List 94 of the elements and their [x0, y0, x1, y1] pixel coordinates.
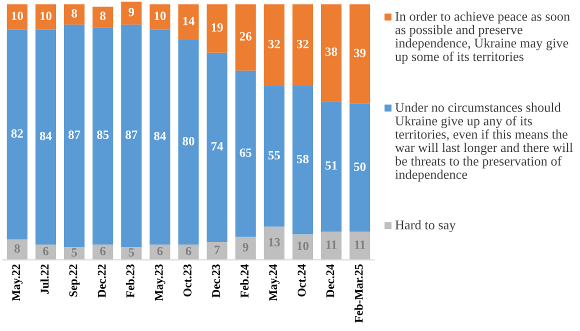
x-tick-label: Oct.23 [184, 264, 192, 297]
data-label: 9 [242, 243, 248, 252]
bar [320, 101, 342, 232]
legend-label: In order to achieve peace as soon as possible and preserve independence, Ukraine may give up some of its territories [395, 12, 570, 64]
x-tick-label: Jul.22 [40, 264, 49, 294]
x-tick-label: May.22 [12, 264, 23, 301]
bar [150, 30, 170, 244]
bar [6, 239, 28, 260]
data-label: 10 [297, 242, 308, 250]
bar [92, 6, 114, 28]
data-label: 13 [268, 238, 280, 246]
x-tick-label: Dec.22 [98, 264, 106, 298]
x-tick-label: May.24 [269, 264, 280, 301]
bar [350, 104, 370, 232]
data-label: 5 [128, 248, 134, 257]
bar [320, 232, 342, 260]
bar [121, 2, 142, 25]
data-label: 14 [183, 16, 195, 26]
data-label: 6 [186, 246, 192, 256]
bar [264, 86, 284, 227]
data-label: 6 [43, 246, 48, 256]
x-tick-label: Dec.23 [212, 264, 220, 298]
bar [6, 30, 28, 240]
data-label: 85 [97, 130, 109, 139]
bar [35, 30, 56, 244]
bar [235, 236, 256, 260]
data-label: 32 [268, 40, 280, 48]
data-label: 38 [325, 47, 338, 56]
data-label: 9 [128, 8, 134, 16]
x-tick-label: Feb.24 [240, 264, 249, 298]
x-tick-label: Sep.22 [69, 264, 80, 296]
bar [64, 24, 85, 248]
data-label: 87 [126, 130, 138, 139]
data-label: 6 [157, 246, 163, 256]
bar [178, 40, 199, 244]
data-label: 65 [240, 148, 252, 157]
data-label: 8 [72, 9, 77, 18]
data-label: 50 [354, 162, 366, 171]
data-label: 51 [326, 161, 337, 170]
data-label: 5 [72, 248, 77, 257]
data-label: 58 [296, 154, 309, 164]
bar [235, 70, 256, 237]
data-label: 80 [182, 136, 194, 146]
data-label: 10 [154, 12, 166, 20]
bar [64, 4, 85, 25]
bar [178, 244, 199, 260]
data-label: 10 [40, 12, 52, 20]
data-label: 26 [240, 32, 252, 41]
bar [264, 226, 284, 260]
bar [35, 244, 56, 260]
data-label: 82 [11, 129, 23, 138]
bar [35, 4, 56, 30]
bar [292, 4, 313, 86]
data-label: 84 [40, 132, 52, 140]
data-label: 8 [14, 244, 20, 253]
bar [206, 242, 228, 260]
bar [350, 4, 370, 104]
x-tick-label: Dec.24 [326, 264, 334, 298]
data-label: 11 [326, 240, 337, 249]
data-label: 74 [212, 142, 224, 150]
data-label: 32 [296, 40, 308, 48]
x-tick-label: Oct.24 [298, 264, 306, 297]
x-tick-label: Feb.23 [126, 264, 134, 298]
data-label: 87 [68, 130, 80, 139]
bar [206, 52, 228, 242]
legend-label: Under no circumstances should Ukraine give up any of its territories, even if this means the war will last longer and there will be threats to the preservation of independence [394, 102, 573, 182]
bar [150, 4, 170, 30]
data-label: 7 [214, 246, 220, 254]
bar [92, 244, 114, 260]
bar [264, 4, 284, 86]
bar [92, 27, 114, 244]
data-label: 84 [154, 132, 166, 140]
data-label: 39 [354, 48, 366, 58]
bar [150, 244, 170, 260]
bar [235, 4, 256, 71]
data-label: 6 [100, 246, 106, 256]
data-label: 19 [212, 23, 223, 32]
data-label: 55 [268, 151, 280, 160]
bar [320, 4, 342, 102]
bar [121, 24, 142, 248]
data-label: 11 [354, 240, 366, 249]
bar [292, 234, 313, 260]
bar [292, 86, 313, 234]
bar [121, 247, 142, 260]
x-tick-label: May.23 [154, 264, 166, 301]
legend-label: Hard to say [395, 220, 456, 232]
bar [206, 4, 228, 53]
bar [6, 4, 28, 30]
bar [350, 232, 370, 260]
bar [178, 4, 199, 40]
data-label: 8 [100, 12, 106, 20]
bar [64, 247, 85, 260]
data-label: 10 [12, 12, 23, 20]
x-tick-label: Feb-Mar.25 [354, 264, 363, 323]
